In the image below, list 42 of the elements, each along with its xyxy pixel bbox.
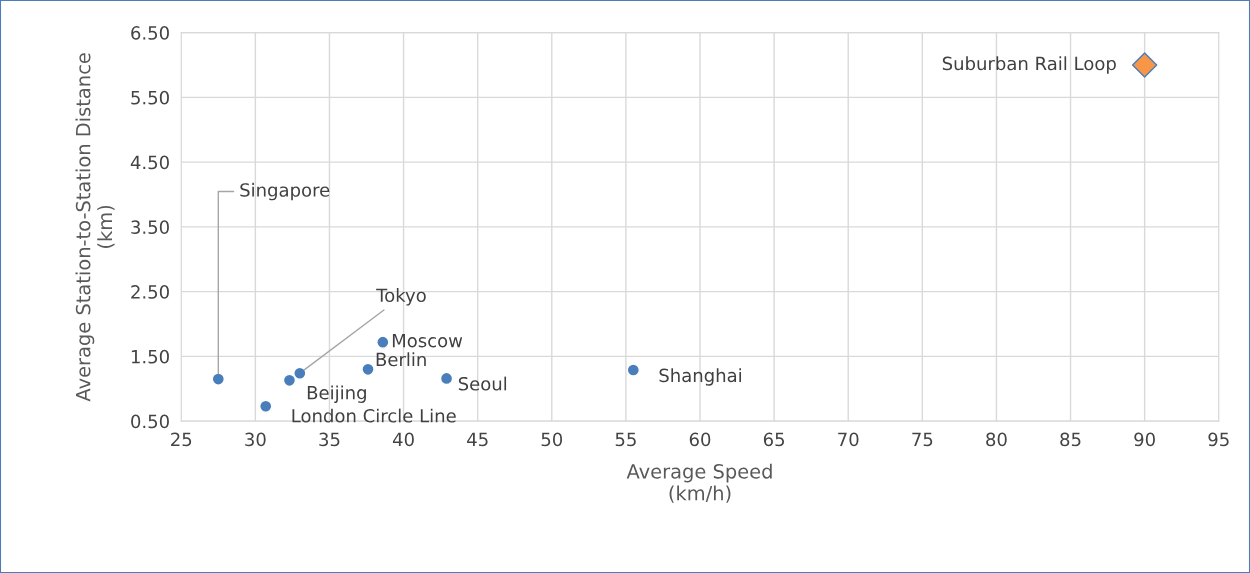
x-tick-label: 75	[912, 432, 933, 447]
y-tick-label: 4.50	[130, 155, 169, 170]
annotation: Beijing	[307, 385, 366, 403]
x-tick-label: 90	[1134, 432, 1155, 447]
x-tick-label: 60	[689, 432, 711, 447]
annotation: Shanghai	[659, 368, 742, 386]
y-tick-label: 1.50	[131, 349, 169, 364]
x-tick-label: 70	[838, 432, 859, 447]
y-tick-label: 6.50	[131, 26, 169, 40]
annotation: Tokyo	[376, 288, 426, 306]
annotation: Singapore	[240, 182, 330, 201]
y-tick-label: 5.50	[131, 90, 169, 105]
x-tick-label: 40	[392, 432, 414, 447]
point	[376, 335, 390, 349]
y-tick-label: 0.50	[131, 414, 169, 429]
y-tick-label: 3.50	[131, 220, 169, 235]
point	[626, 363, 641, 377]
x-axis-title: Average Speed (km/h)	[626, 463, 772, 503]
annotation: Moscow	[392, 333, 463, 348]
x-tick-label: 85	[1060, 432, 1081, 447]
point	[293, 366, 307, 380]
point	[211, 372, 226, 386]
y-tick-label: 2.50	[131, 285, 169, 299]
x-tick-label: 50	[541, 432, 563, 447]
x-tick-label: 35	[319, 432, 340, 447]
point	[282, 373, 297, 388]
point	[361, 362, 375, 377]
x-tick-label: 80	[986, 432, 1007, 447]
x-tick-label: 25	[171, 432, 192, 447]
x-tick-label: 30	[245, 432, 266, 447]
x-tick-label: 55	[615, 432, 636, 447]
point	[439, 371, 454, 386]
annotation: London Circle Line	[292, 408, 456, 423]
annotation: Seoul	[458, 376, 507, 391]
x-tick-label: 45	[467, 432, 488, 447]
x-tick-label: 65	[763, 432, 785, 447]
y-axis-title: Average Station-to-Station Distance (km)	[75, 53, 115, 402]
annotation: Berlin	[376, 352, 426, 367]
point	[1131, 52, 1158, 78]
point	[259, 399, 273, 413]
x-tick-label: 95	[1208, 432, 1229, 447]
annotation: Suburban Rail Loop	[942, 56, 1116, 74]
